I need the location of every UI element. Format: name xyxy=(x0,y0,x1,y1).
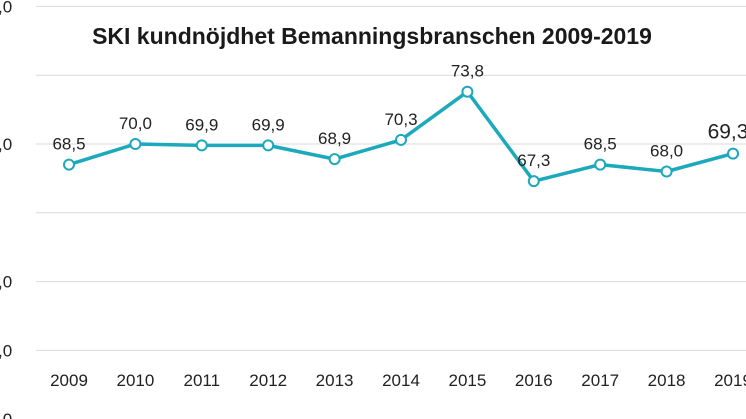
x-tick-label-2015: 2015 xyxy=(448,371,486,390)
data-label-2015: 73,8 xyxy=(451,62,484,81)
y-tick-label-3: ,0 xyxy=(0,341,12,360)
data-labels: 68,5 70,0 69,9 69,9 68,9 70,3 73,8 67,3 68,5 68,0… xyxy=(52,62,746,170)
data-label-2016: 67,3 xyxy=(517,151,550,170)
x-tick-label-2019: 2019 xyxy=(714,371,746,390)
y-tick-label-1: ,0 xyxy=(0,135,12,154)
data-label-2012: 69,9 xyxy=(252,115,285,134)
data-point-2019 xyxy=(727,147,739,160)
x-tick-label-2010: 2010 xyxy=(116,371,154,390)
data-point-2017 xyxy=(594,158,607,171)
data-label-2017: 68,5 xyxy=(584,135,617,154)
x-tick-label-2013: 2013 xyxy=(316,371,354,390)
data-point-2011 xyxy=(195,139,208,152)
x-tick-label-2017: 2017 xyxy=(581,371,619,390)
data-point-2018 xyxy=(660,165,673,178)
x-tick-label-2009: 2009 xyxy=(50,371,88,390)
data-point-2015 xyxy=(461,85,474,98)
data-points xyxy=(63,85,739,188)
data-label-2013: 68,9 xyxy=(318,129,351,148)
x-tick-label-2014: 2014 xyxy=(382,371,420,390)
y-tick-label-4: ,0 xyxy=(0,410,12,419)
data-point-2014 xyxy=(395,133,407,146)
gridlines xyxy=(36,5,746,351)
data-label-2010: 70,0 xyxy=(119,114,152,133)
x-axis-ticks: 2009 2010 2011 2012 2013 2014 2015 2016 2017 2018… xyxy=(50,371,746,390)
x-tick-label-2016: 2016 xyxy=(515,371,553,390)
y-axis-ticks: ,0 ,0 ,0 ,0 ,0 xyxy=(0,0,12,419)
data-point-2013 xyxy=(328,153,341,166)
chart-title: SKI kundnöjdhet Bemanningsbranschen 2009… xyxy=(92,23,652,49)
y-tick-label-0: ,0 xyxy=(0,0,12,16)
data-point-2012 xyxy=(262,139,275,152)
data-point-2016 xyxy=(527,175,540,188)
x-tick-label-2018: 2018 xyxy=(648,371,686,390)
data-label-2018: 68,0 xyxy=(650,142,683,161)
data-point-2010 xyxy=(129,138,142,150)
data-label-2014: 70,3 xyxy=(384,110,417,129)
data-label-2009: 68,5 xyxy=(52,135,85,154)
y-tick-label-2: ,0 xyxy=(0,273,12,292)
data-label-2019: 69,3 xyxy=(708,121,746,144)
data-point-2009 xyxy=(63,158,75,171)
x-tick-label-2012: 2012 xyxy=(249,371,287,390)
data-label-2011: 69,9 xyxy=(185,115,218,134)
x-tick-label-2011: 2011 xyxy=(184,371,221,390)
